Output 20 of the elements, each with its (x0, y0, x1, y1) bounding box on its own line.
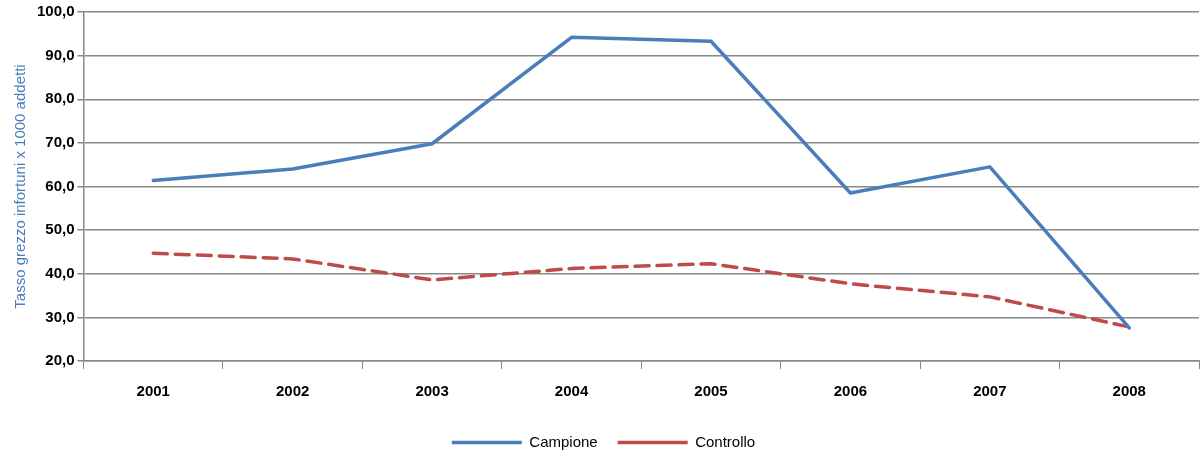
y-tick-label: 70,0 (45, 133, 75, 151)
y-tick-label: 100,0 (36, 2, 75, 20)
y-tick-label: 30,0 (45, 307, 75, 325)
x-tick-label: 2002 (276, 382, 310, 400)
y-tick-label: 80,0 (45, 89, 75, 107)
x-tick-label: 2008 (1112, 382, 1146, 400)
x-tick-label: 2006 (833, 382, 868, 400)
y-tick-label: 50,0 (45, 220, 75, 238)
y-axis-title: Tasso grezzo infortuni x 1000 addetti (11, 64, 29, 309)
x-tick-label: 2001 (136, 382, 170, 400)
x-tick-label: 2007 (973, 382, 1007, 400)
y-tick-label: 40,0 (45, 263, 75, 281)
x-tick-label: 2005 (694, 382, 728, 400)
legend-label: Campione (529, 432, 598, 450)
y-tick-label: 20,0 (45, 351, 75, 369)
y-tick-label: 90,0 (45, 45, 75, 63)
y-tick-label: 60,0 (45, 176, 75, 194)
legend-label: Controllo (695, 432, 756, 450)
x-tick-label: 2004 (554, 382, 589, 400)
x-tick-label: 2003 (415, 382, 449, 400)
